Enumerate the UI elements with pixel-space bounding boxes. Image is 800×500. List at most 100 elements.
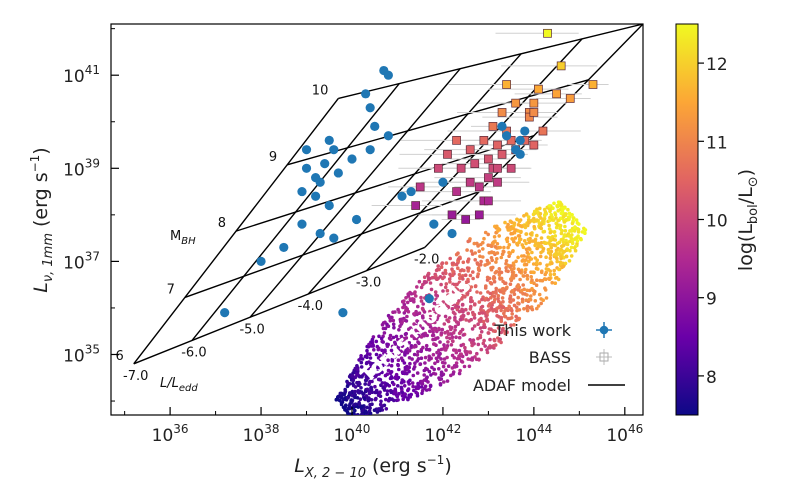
torus-point bbox=[438, 382, 443, 386]
this-work-point bbox=[520, 126, 530, 136]
torus-point bbox=[509, 227, 513, 231]
torus-point bbox=[377, 334, 381, 339]
torus-point bbox=[518, 269, 522, 274]
torus-point bbox=[569, 254, 574, 258]
this-work-point bbox=[324, 135, 334, 145]
torus-point bbox=[528, 232, 533, 236]
colorbar-tick-label: 8 bbox=[706, 368, 717, 388]
this-work-point bbox=[429, 219, 439, 229]
torus-point bbox=[471, 270, 475, 274]
torus-point bbox=[551, 218, 556, 222]
torus-point bbox=[374, 352, 379, 357]
torus-point bbox=[529, 275, 533, 279]
torus-point bbox=[402, 340, 406, 345]
torus-point bbox=[406, 294, 411, 298]
torus-point bbox=[499, 270, 504, 275]
torus-point bbox=[481, 319, 486, 324]
torus-point bbox=[378, 402, 383, 407]
torus-point bbox=[464, 280, 469, 285]
torus-point bbox=[553, 212, 558, 217]
torus-point bbox=[563, 229, 568, 233]
adaf-mass-label: 8 bbox=[218, 216, 226, 231]
torus-point bbox=[491, 344, 496, 348]
torus-point bbox=[564, 212, 568, 216]
torus-point bbox=[544, 267, 549, 271]
torus-point bbox=[454, 335, 458, 340]
torus-point bbox=[480, 311, 485, 315]
torus-point bbox=[477, 249, 482, 253]
torus-point bbox=[355, 417, 359, 421]
torus-point bbox=[541, 219, 545, 223]
torus-point bbox=[372, 348, 376, 352]
torus-point bbox=[562, 206, 567, 210]
torus-point bbox=[375, 362, 380, 366]
torus-point bbox=[396, 362, 400, 367]
torus-point bbox=[392, 382, 396, 387]
torus-point bbox=[401, 379, 406, 384]
torus-point bbox=[470, 358, 475, 362]
this-work-point bbox=[370, 121, 380, 132]
torus-point bbox=[495, 251, 500, 255]
torus-point bbox=[432, 327, 437, 332]
torus-point bbox=[505, 225, 510, 229]
torus-point bbox=[412, 291, 417, 296]
torus-point bbox=[543, 286, 547, 291]
torus-point bbox=[467, 364, 472, 369]
torus-point bbox=[384, 397, 388, 402]
torus-point bbox=[499, 305, 504, 310]
torus-point bbox=[536, 242, 540, 247]
torus-point bbox=[422, 386, 427, 391]
torus-point bbox=[463, 273, 468, 278]
torus-point bbox=[539, 222, 544, 227]
torus-point bbox=[432, 301, 437, 306]
adaf-mass-line bbox=[338, 24, 643, 100]
torus-point bbox=[401, 305, 405, 310]
torus-point bbox=[434, 356, 439, 361]
x-tick-label: 1042 bbox=[424, 422, 461, 446]
torus-point bbox=[405, 314, 409, 319]
torus-point bbox=[419, 385, 424, 389]
torus-point bbox=[466, 239, 471, 244]
torus-point bbox=[365, 376, 369, 381]
torus-point bbox=[530, 250, 534, 255]
torus-point bbox=[406, 380, 411, 384]
torus-point bbox=[419, 285, 424, 290]
torus-point bbox=[395, 394, 400, 399]
torus-point bbox=[450, 325, 454, 330]
torus-point bbox=[427, 369, 432, 374]
torus-point bbox=[412, 388, 416, 393]
adaf-edd-label: -6.0 bbox=[181, 346, 206, 361]
torus-point bbox=[541, 298, 545, 303]
bass-point bbox=[524, 112, 534, 122]
torus-point bbox=[396, 345, 401, 349]
torus-point bbox=[386, 358, 390, 363]
torus-point bbox=[448, 280, 452, 284]
torus-point bbox=[346, 395, 350, 400]
torus-point bbox=[543, 213, 547, 218]
x-tick-label: 1036 bbox=[152, 422, 189, 446]
torus-point bbox=[470, 327, 475, 331]
torus-point bbox=[359, 386, 363, 390]
torus-point bbox=[548, 269, 552, 273]
torus-point bbox=[393, 390, 398, 395]
torus-point bbox=[431, 330, 435, 334]
torus-point bbox=[552, 268, 556, 273]
torus-point bbox=[449, 343, 454, 347]
torus-point bbox=[425, 333, 430, 338]
torus-point bbox=[538, 278, 542, 283]
torus-point bbox=[577, 222, 581, 226]
torus-point bbox=[361, 392, 365, 396]
torus-point bbox=[558, 260, 563, 265]
torus-point bbox=[430, 320, 435, 325]
torus-point bbox=[545, 263, 549, 268]
torus-point bbox=[396, 384, 400, 388]
adaf-edd-label: -5.0 bbox=[239, 322, 264, 337]
torus-point bbox=[494, 269, 499, 274]
torus-point bbox=[444, 282, 449, 286]
torus-point bbox=[524, 267, 528, 272]
torus-point bbox=[516, 288, 520, 292]
torus-point bbox=[457, 280, 462, 285]
torus-point bbox=[536, 267, 540, 271]
torus-point bbox=[389, 370, 394, 374]
torus-point bbox=[436, 276, 441, 281]
